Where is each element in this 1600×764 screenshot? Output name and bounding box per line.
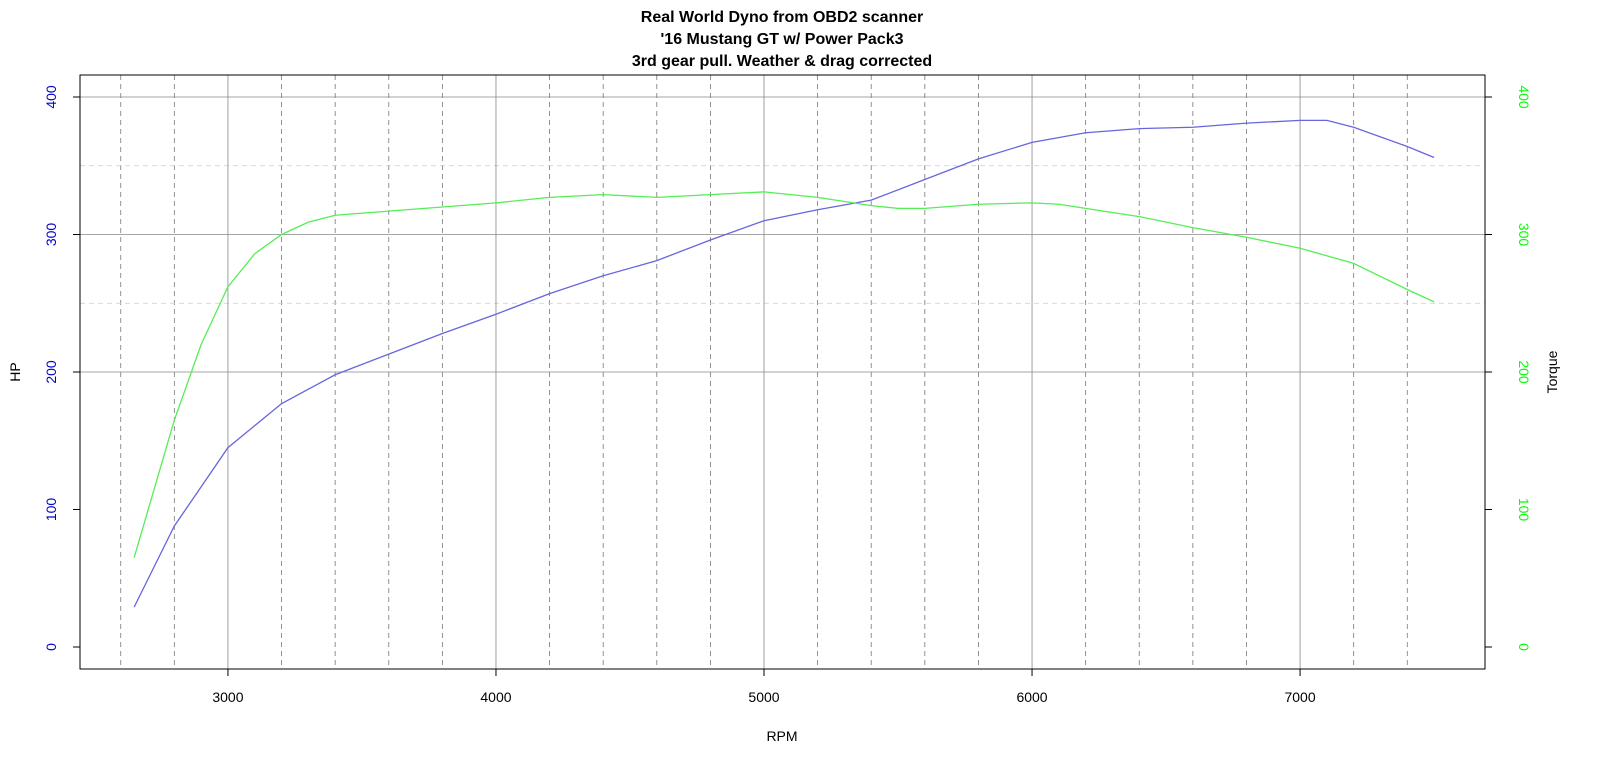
y2-tick-label: 200 <box>1516 360 1532 384</box>
y-tick-label: 100 <box>43 498 59 522</box>
x-tick-label: 6000 <box>1016 689 1047 705</box>
plot-frame <box>79 74 1486 670</box>
y-tick-label: 300 <box>43 223 59 247</box>
y-tick-label: 400 <box>43 85 59 109</box>
y2-tick-label: 300 <box>1516 223 1532 247</box>
x-tick-label: 3000 <box>212 689 243 705</box>
y2-tick-label: 100 <box>1516 498 1532 522</box>
chart-title: Real World Dyno from OBD2 scanner <box>641 9 923 26</box>
y-tick-label: 200 <box>43 360 59 384</box>
series-line <box>133 119 1435 608</box>
chart-subtitle: '16 Mustang GT w/ Power Pack3 <box>661 31 904 48</box>
x-axis-label: RPM <box>766 728 797 744</box>
series-line <box>133 191 1435 558</box>
x-tick-label: 4000 <box>480 689 511 705</box>
x-tick-label: 7000 <box>1284 689 1315 705</box>
y-axis-label: HP <box>7 362 23 381</box>
y-tick-label: 0 <box>43 643 59 651</box>
chart-subtitle: 3rd gear pull. Weather & drag corrected <box>632 53 932 70</box>
y2-tick-label: 400 <box>1516 85 1532 109</box>
y2-tick-label: 0 <box>1516 643 1532 651</box>
x-tick-label: 5000 <box>748 689 779 705</box>
y2-axis-label: Torque <box>1544 350 1560 393</box>
